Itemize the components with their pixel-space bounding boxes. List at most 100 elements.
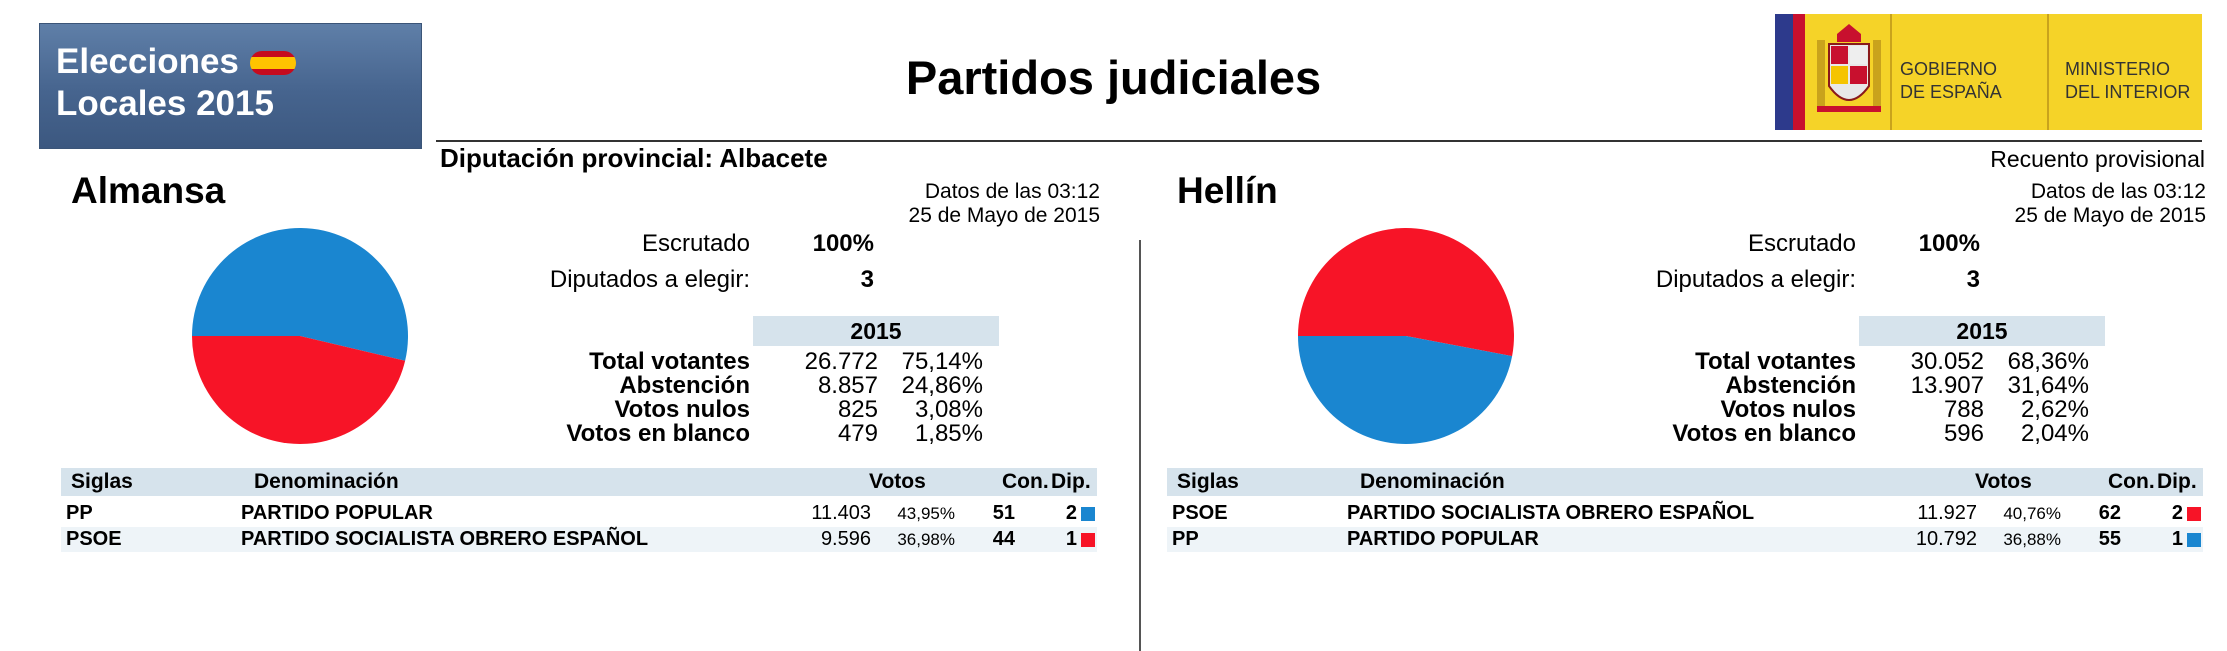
row-diputados: 1 xyxy=(2171,528,2183,550)
stat-label: Votos en blanco xyxy=(1672,420,1856,447)
seats-pie-chart xyxy=(192,227,408,444)
row-votos: 9.596 xyxy=(820,528,871,550)
escrutado-value: 100% xyxy=(812,230,874,257)
row-concejales: 55 xyxy=(2098,528,2121,550)
stat-count: 8.857 xyxy=(817,372,878,399)
table-row: PP PARTIDO POPULAR 10.792 36,88% 55 1 xyxy=(1167,527,2203,552)
col-votos: Votos xyxy=(869,470,926,493)
row-diputados: 2 xyxy=(1065,502,1077,524)
page-title: Partidos judiciales xyxy=(905,51,1322,104)
district-name: Almansa xyxy=(71,170,226,211)
row-concejales: 62 xyxy=(2098,502,2121,524)
coat-of-arms-icon xyxy=(1817,24,1881,112)
row-percent: 40,76% xyxy=(2003,504,2061,523)
diputacion-title: Diputación provincial: Albacete xyxy=(440,143,828,173)
col-siglas: Siglas xyxy=(71,470,133,493)
stat-label: Abstención xyxy=(619,372,750,399)
diputados-label: Diputados a elegir: xyxy=(549,266,750,293)
stat-count: 13.907 xyxy=(1910,372,1984,399)
col-siglas: Siglas xyxy=(1177,470,1239,493)
stat-count: 596 xyxy=(1943,420,1984,447)
escrutado-label: Escrutado xyxy=(641,230,750,257)
stat-count: 30.052 xyxy=(1910,348,1984,375)
pie-slice-psoe xyxy=(1298,227,1514,357)
escrutado-label: Escrutado xyxy=(1747,230,1856,257)
stat-percent: 1,85% xyxy=(914,420,983,447)
stat-percent: 75,14% xyxy=(901,348,983,375)
diputados-value: 3 xyxy=(1966,266,1980,293)
stat-percent: 24,86% xyxy=(901,372,983,399)
row-diputados: 1 xyxy=(1065,528,1077,550)
year-header: 2015 xyxy=(1859,316,2105,346)
stat-label: Total votantes xyxy=(589,348,750,375)
party-color-swatch xyxy=(2187,533,2201,547)
party-color-swatch xyxy=(2187,507,2201,521)
district-name: Hellín xyxy=(1177,170,1278,211)
stat-label: Abstención xyxy=(1725,372,1856,399)
row-denominacion: PARTIDO SOCIALISTA OBRERO ESPAÑOL xyxy=(241,528,649,550)
judicial-district-panel: Hellín Datos de las 03:12 25 de Mayo de 2… xyxy=(1146,0,2206,651)
col-con: Con. xyxy=(1002,470,1049,493)
recuento-status: Recuento provisional xyxy=(1990,146,2205,172)
row-votos: 11.403 xyxy=(811,502,871,524)
pie-slice-pp xyxy=(1298,336,1513,444)
table-row: PSOE PARTIDO SOCIALISTA OBRERO ESPAÑOL 9… xyxy=(61,527,1097,552)
row-votos: 11.927 xyxy=(1917,502,1977,524)
row-siglas: PP xyxy=(66,502,93,524)
diputados-value: 3 xyxy=(860,266,874,293)
stat-label: Votos en blanco xyxy=(566,420,750,447)
results-table-header: Siglas Denominación Votos Con. Dip. xyxy=(1167,468,2203,496)
row-denominacion: PARTIDO POPULAR xyxy=(241,502,433,524)
stat-percent: 68,36% xyxy=(2007,348,2089,375)
judicial-district-panel: Almansa Datos de las 03:12 25 de Mayo de … xyxy=(40,0,1100,651)
stat-percent: 31,64% xyxy=(2007,372,2089,399)
pie-slice-pp xyxy=(192,227,408,361)
header-rule xyxy=(436,140,2202,142)
col-votos: Votos xyxy=(1975,470,2032,493)
col-denominacion: Denominación xyxy=(1360,470,1505,493)
stat-percent: 3,08% xyxy=(914,396,983,423)
data-timestamp: Datos de las 03:12 25 de Mayo de 2015 xyxy=(2014,180,2206,227)
spain-flag-icon xyxy=(250,51,296,75)
row-percent: 36,98% xyxy=(897,530,955,549)
results-table-header: Siglas Denominación Votos Con. Dip. xyxy=(61,468,1097,496)
stat-percent: 2,04% xyxy=(2020,420,2089,447)
party-color-swatch xyxy=(1081,507,1095,521)
col-dip: Dip. xyxy=(2157,470,2197,493)
row-denominacion: PARTIDO SOCIALISTA OBRERO ESPAÑOL xyxy=(1347,502,1755,524)
diputados-label: Diputados a elegir: xyxy=(1655,266,1856,293)
stat-label: Votos nulos xyxy=(614,396,750,423)
row-votos: 10.792 xyxy=(1915,528,1977,550)
row-concejales: 44 xyxy=(992,528,1015,550)
panel-divider xyxy=(1139,240,1141,651)
stat-label: Total votantes xyxy=(1695,348,1856,375)
year-header: 2015 xyxy=(753,316,999,346)
logo-line-2: Locales 2015 xyxy=(56,84,274,123)
ministerio-text: MINISTERIO DEL INTERIOR xyxy=(2065,59,2191,102)
elecciones-logo: Elecciones Locales 2015 xyxy=(39,23,422,149)
col-dip: Dip. xyxy=(1051,470,1091,493)
party-color-swatch xyxy=(1081,533,1095,547)
stat-count: 26.772 xyxy=(804,348,878,375)
table-row: PP PARTIDO POPULAR 11.403 43,95% 51 2 xyxy=(61,501,1097,526)
logo-line-1: Elecciones xyxy=(56,42,239,81)
gobierno-logo: GOBIERNO DE ESPAÑA MINISTERIO DEL INTERIOR xyxy=(1775,14,2202,130)
row-siglas: PSOE xyxy=(1172,502,1228,524)
col-denominacion: Denominación xyxy=(254,470,399,493)
row-denominacion: PARTIDO POPULAR xyxy=(1347,528,1539,550)
row-siglas: PP xyxy=(1172,528,1199,550)
gobierno-text: GOBIERNO DE ESPAÑA xyxy=(1900,59,2002,102)
stat-label: Votos nulos xyxy=(1720,396,1856,423)
stat-count: 479 xyxy=(837,420,878,447)
escrutado-value: 100% xyxy=(1918,230,1980,257)
row-diputados: 2 xyxy=(2171,502,2183,524)
row-percent: 43,95% xyxy=(897,504,955,523)
pie-slice-psoe xyxy=(192,336,406,444)
table-row: PSOE PARTIDO SOCIALISTA OBRERO ESPAÑOL 1… xyxy=(1167,501,2203,526)
stat-count: 825 xyxy=(837,396,878,423)
row-percent: 36,88% xyxy=(2003,530,2061,549)
stat-count: 788 xyxy=(1943,396,1984,423)
data-timestamp: Datos de las 03:12 25 de Mayo de 2015 xyxy=(908,180,1100,227)
col-con: Con. xyxy=(2108,470,2155,493)
stat-percent: 2,62% xyxy=(2020,396,2089,423)
